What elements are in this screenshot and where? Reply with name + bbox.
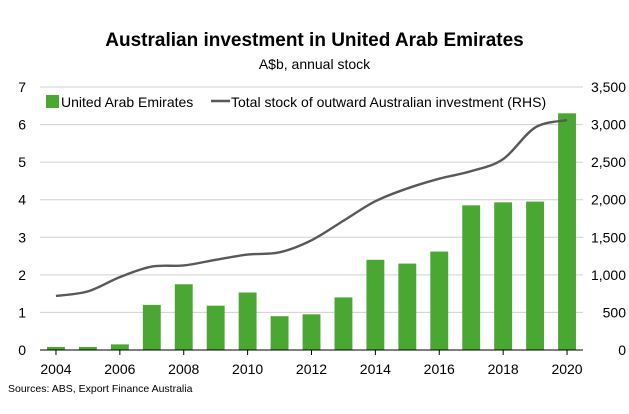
bar <box>142 304 161 350</box>
right-axis-tick-label: 0 <box>618 342 626 358</box>
bar <box>462 205 481 350</box>
bar <box>366 259 385 350</box>
chart-title: Australian investment in United Arab Emi… <box>105 30 524 51</box>
bar <box>398 263 417 350</box>
legend-swatch-uae <box>46 95 59 108</box>
left-axis-tick-label: 4 <box>18 192 26 208</box>
bar <box>174 284 193 350</box>
left-axis-tick-label: 2 <box>18 267 26 283</box>
bar <box>558 113 576 350</box>
bar <box>238 292 257 350</box>
right-axis-tick-label: 1,500 <box>591 229 626 245</box>
chart-source: Sources: ABS, Export Finance Australia <box>8 383 193 395</box>
x-axis-tick-label: 2020 <box>551 361 582 377</box>
bar <box>78 346 97 350</box>
bar <box>494 202 513 350</box>
left-axis-tick-label: 1 <box>18 304 26 320</box>
x-axis-tick-label: 2012 <box>296 361 327 377</box>
right-axis-tick-label: 3,000 <box>591 117 626 133</box>
right-axis-tick-label: 2,500 <box>591 154 626 170</box>
left-axis-tick-label: 6 <box>18 117 26 133</box>
series-line-total-stock <box>55 118 568 298</box>
left-axis-tick-label: 7 <box>18 79 26 95</box>
x-axis-tick-label: 2010 <box>232 361 263 377</box>
x-axis-tick-label: 2008 <box>168 361 199 377</box>
bar <box>206 305 225 350</box>
bar <box>270 316 289 350</box>
bar <box>302 314 321 350</box>
right-axis-tick-label: 3,500 <box>591 79 626 95</box>
x-axis-tick-label: 2014 <box>360 361 391 377</box>
right-axis-tick-label: 1,000 <box>591 267 626 283</box>
right-axis-tick-label: 2,000 <box>591 192 626 208</box>
bar <box>47 346 65 350</box>
x-axis-tick-label: 2004 <box>40 361 71 377</box>
legend-label-total-stock: Total stock of outward Australian invest… <box>231 94 546 110</box>
left-axis-tick-label: 3 <box>18 229 26 245</box>
bar <box>526 201 545 350</box>
bar <box>110 344 129 350</box>
left-axis-tick-label: 0 <box>18 342 26 358</box>
bar <box>334 297 353 350</box>
left-axis-tick-label: 5 <box>18 154 26 170</box>
legend-label-uae: United Arab Emirates <box>61 94 193 110</box>
chart-subtitle: A$b, annual stock <box>258 56 371 72</box>
x-axis-tick-label: 2006 <box>104 361 135 377</box>
bar <box>430 251 449 350</box>
x-axis-tick-label: 2018 <box>488 361 519 377</box>
x-axis-tick-label: 2016 <box>424 361 455 377</box>
right-axis-tick-label: 500 <box>603 304 627 320</box>
